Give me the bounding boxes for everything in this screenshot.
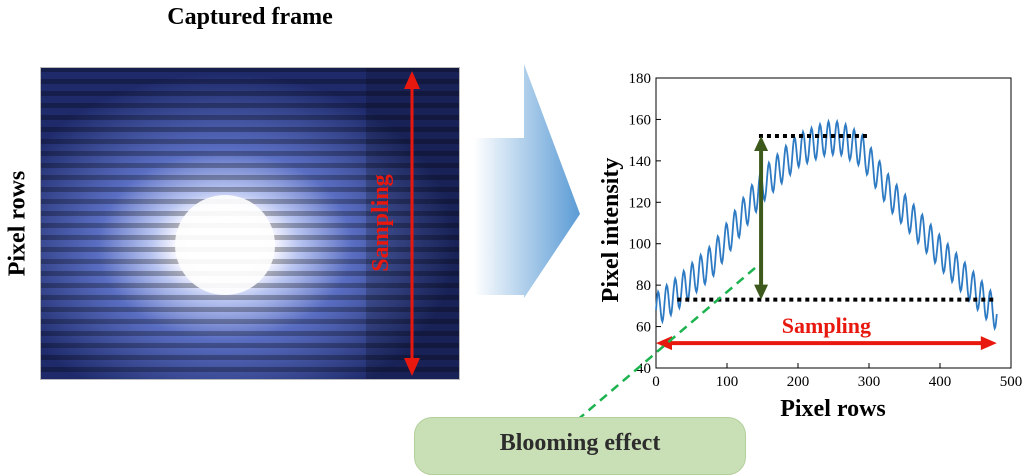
blooming-pointer-line bbox=[574, 267, 756, 423]
y-tick-label: 180 bbox=[629, 71, 652, 87]
frame-bright-spot bbox=[175, 195, 275, 295]
frame-sampling-label: Sampling bbox=[368, 174, 394, 271]
frame-border bbox=[40, 67, 460, 380]
y-tick-label: 120 bbox=[629, 195, 652, 211]
chart-ylabel: Pixel intensity bbox=[598, 158, 624, 303]
blooming-effect-bubble: Blooming effect bbox=[414, 417, 746, 475]
chart-xlabel: Pixel rows bbox=[780, 396, 886, 420]
y-tick-label: 140 bbox=[629, 154, 652, 170]
captured-frame-image: Sampling bbox=[40, 67, 460, 380]
y-tick-label: 160 bbox=[629, 112, 652, 128]
x-tick-label: 400 bbox=[929, 374, 952, 390]
chart-sampling-arrow bbox=[656, 336, 997, 351]
y-tick-label: 80 bbox=[636, 278, 651, 294]
left-axis-label: Pixel rows bbox=[4, 170, 31, 277]
y-tick-label: 60 bbox=[636, 320, 651, 336]
x-tick-label: 500 bbox=[1000, 374, 1023, 390]
transition-arrow bbox=[474, 64, 580, 298]
y-tick-label: 100 bbox=[629, 237, 652, 253]
x-tick-label: 0 bbox=[652, 374, 660, 390]
intensity-curve bbox=[655, 118, 998, 332]
x-tick-label: 100 bbox=[716, 374, 739, 390]
x-tick-label: 200 bbox=[787, 374, 810, 390]
chart-sampling-label: Sampling bbox=[782, 313, 871, 338]
frame-title: Captured frame bbox=[167, 4, 333, 30]
x-tick-label: 300 bbox=[858, 374, 881, 390]
plot-frame bbox=[655, 77, 1012, 369]
frame-sampling-arrow bbox=[404, 71, 420, 376]
blooming-arrow bbox=[754, 136, 769, 300]
